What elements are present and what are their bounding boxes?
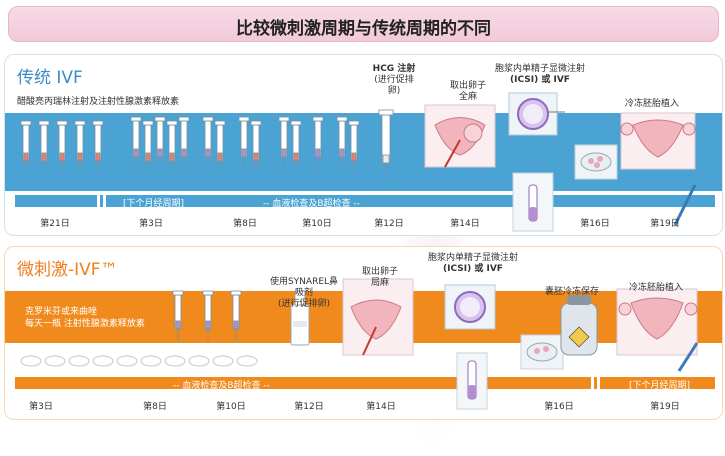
icsi-label: 胞浆内单精子显微注射 (ICSI) 或 IVF — [485, 64, 595, 86]
freeze-label: 囊胚冷冻保存 — [545, 287, 600, 297]
mini-pills-and-syringes — [20, 278, 699, 410]
traditional-day-19: 第19日 — [650, 219, 680, 229]
mini-drug-note-1: 克罗米芬或来曲唑 — [25, 307, 98, 317]
traditional-day-14: 第14日 — [450, 219, 480, 229]
icsi-subtitle: (ICSI) 或 IVF — [510, 75, 570, 85]
traditional-blood-test-text: -- 血液检查及B超检查 -- — [263, 199, 360, 209]
mini-icsi-label: 胞浆内单精子显微注射 (ICSI) 或 IVF — [417, 253, 529, 275]
mini-day-14: 第14日 — [366, 402, 396, 412]
traditional-day-21: 第21日 — [40, 219, 70, 229]
traditional-next-cycle-text: [下个月经周期] — [123, 199, 185, 209]
ovary-image — [424, 104, 496, 168]
mini-heading: 微刺激-IVF™ — [17, 260, 118, 280]
timeline-break — [97, 195, 100, 207]
traditional-heading: 传统 IVF — [17, 68, 83, 88]
hcg-subtitle: (进行促排卵) — [374, 75, 414, 96]
icsi-title: 胞浆内单精子显微注射 — [494, 64, 585, 74]
title-bar: 比较微刺激周期与传统周期的不同 — [8, 6, 719, 42]
transfer-label: 冷冻胚胎植入 — [625, 99, 680, 109]
timeline-break — [591, 377, 594, 389]
traditional-day-10: 第10日 — [302, 219, 332, 229]
hcg-label: HCG 注射 (进行促排卵) — [369, 64, 419, 97]
mini-day-10: 第10日 — [216, 402, 246, 412]
nasal-spray-image — [290, 290, 310, 346]
mini-timeline-bar — [15, 377, 715, 389]
mini-drug-note-2: 每天一瓶 注射性腺激素释放素 — [25, 319, 145, 329]
mini-day-3: 第3日 — [29, 402, 53, 412]
mini-retrieval-subtitle: 局麻 — [370, 278, 389, 288]
page-title: 比较微刺激周期与传统周期的不同 — [236, 19, 491, 39]
retrieval-label: 取出卵子 全麻 — [438, 81, 498, 103]
traditional-ivf-panel: 传统 IVF 醋酸亮丙瑞林注射及注射性腺激素释放素 [下个月经周期] -- 血液… — [4, 54, 723, 236]
mini-ivf-panel: 微刺激-IVF™ 克罗米芬或来曲唑 每天一瓶 注射性腺激素释放素 -- 血液检查… — [4, 246, 723, 420]
retrieval-title: 取出卵子 — [449, 81, 486, 91]
hcg-title: HCG 注射 — [372, 64, 416, 74]
mini-retrieval-label: 取出卵子 局麻 — [350, 267, 410, 289]
mini-retrieval-title: 取出卵子 — [361, 267, 398, 277]
mini-day-12: 第12日 — [294, 402, 324, 412]
traditional-illustrations — [424, 92, 697, 232]
synarel-title: 使用SYNAREL鼻吸剂 — [269, 277, 339, 298]
traditional-day-3: 第3日 — [139, 219, 163, 229]
traditional-day-16: 第16日 — [580, 219, 610, 229]
traditional-day-8: 第8日 — [233, 219, 257, 229]
traditional-syringes — [20, 109, 394, 177]
mini-blood-test-text: -- 血液检查及B超检查 -- — [173, 381, 270, 391]
mini-day-19: 第19日 — [650, 402, 680, 412]
mini-transfer-label: 冷冻胚胎植入 — [629, 283, 684, 293]
mini-next-cycle-text: [下个月经周期] — [629, 381, 691, 391]
mini-icsi-title: 胞浆内单精子显微注射 — [427, 253, 518, 263]
synarel-subtitle: (进行促排卵) — [277, 299, 331, 309]
synarel-label: 使用SYNAREL鼻吸剂 (进行促排卵) — [267, 277, 341, 310]
mini-day-16: 第16日 — [544, 402, 574, 412]
timeline-break — [597, 377, 600, 389]
mini-icsi-subtitle: (ICSI) 或 IVF — [443, 264, 503, 274]
traditional-drug-note: 醋酸亮丙瑞林注射及注射性腺激素释放素 — [17, 97, 180, 107]
retrieval-subtitle: 全麻 — [458, 92, 477, 102]
traditional-day-12: 第12日 — [374, 219, 404, 229]
mini-day-8: 第8日 — [143, 402, 167, 412]
timeline-break — [103, 195, 106, 207]
